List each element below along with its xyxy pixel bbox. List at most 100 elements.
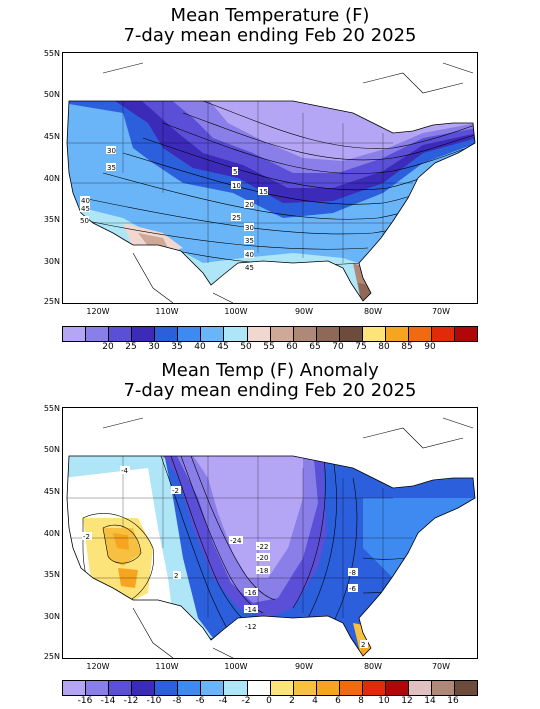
colorbar-swatch (224, 327, 248, 341)
top-canada-coast (102, 62, 474, 94)
bottom-lat-label: 40N (43, 529, 60, 538)
temperature-anomaly-panel: Mean Temp (F) Anomaly 7-day mean ending … (0, 355, 540, 709)
top-lon-label: 70W (431, 307, 451, 316)
top-map-svg: 30 35 40 45 50 5 10 15 20 25 30 35 40 45 (66, 62, 476, 303)
colorbar-swatch (385, 681, 409, 695)
colorbar-swatch (132, 681, 156, 695)
contour-label: 50 (80, 217, 89, 225)
contour-label: 30 (245, 224, 254, 232)
bottom-lon-label: 90W (294, 662, 314, 671)
colorbar-label: -12 (123, 696, 139, 706)
bottom-title-line2: 7-day mean ending Feb 20 2025 (123, 380, 417, 401)
colorbar-swatch (86, 327, 110, 341)
colorbar-swatch (455, 681, 478, 695)
colorbar-swatch (432, 681, 456, 695)
colorbar-label: 70 (332, 342, 344, 352)
colorbar-label: 85 (401, 342, 413, 352)
colorbar-swatch (201, 681, 225, 695)
bottom-lat-label: 50N (43, 445, 60, 454)
colorbar-label: -8 (172, 696, 182, 706)
colorbar-label: 75 (355, 342, 367, 352)
colorbar-swatch (201, 327, 225, 341)
colorbar-label: 20 (102, 342, 114, 352)
bottom-lon-label: 110W (155, 662, 179, 671)
colorbar-label: 10 (378, 696, 390, 706)
top-colorbar (62, 326, 478, 342)
bottom-canada-coast (102, 417, 474, 449)
contour-label: -16 (245, 589, 257, 597)
colorbar-label: 8 (358, 696, 364, 706)
top-lon-label: 80W (363, 307, 383, 316)
colorbar-swatch (316, 681, 340, 695)
colorbar-label: 60 (286, 342, 298, 352)
top-lat-label: 40N (43, 174, 60, 183)
colorbar-label: -16 (77, 696, 93, 706)
contour-label: -22 (257, 543, 268, 551)
top-lon-label: 110W (155, 307, 179, 316)
colorbar-swatch (247, 327, 271, 341)
colorbar-swatch (270, 681, 294, 695)
top-colorbar-labels: 20 25 30 35 40 45 50 55 60 65 70 75 80 85 90 (62, 342, 476, 354)
colorbar-swatch (316, 327, 340, 341)
top-lat-label: 25N (43, 297, 60, 306)
colorbar-swatch (362, 327, 386, 341)
mean-temperature-panel: Mean Temperature (F) 7-day mean ending F… (43, 5, 478, 354)
contour-label: -2 (83, 533, 90, 541)
colorbar-swatch (408, 681, 432, 695)
contour-label: -6 (349, 585, 357, 593)
bottom-colorbar-labels: -16 -14 -12 -10 -8 -6 -4 -2 0 2 4 6 8 10 12 14 16 (62, 696, 476, 708)
bottom-lat-label: 35N (43, 570, 60, 579)
colorbar-label: 45 (217, 342, 229, 352)
colorbar-label: 40 (194, 342, 206, 352)
top-lat-label: 35N (43, 215, 60, 224)
colorbar-label: -14 (100, 696, 116, 706)
colorbar-label: 12 (401, 696, 413, 706)
top-lon-label: 90W (294, 307, 314, 316)
top-contour-labels: 30 35 40 45 50 5 10 15 20 25 30 35 40 45 (79, 146, 268, 272)
bottom-lat-label: 45N (43, 487, 60, 496)
top-us-outline (66, 100, 476, 302)
bottom-lon-label: 80W (363, 662, 383, 671)
colorbar-swatch (155, 681, 179, 695)
colorbar-swatch (63, 681, 87, 695)
contour-label: 15 (259, 188, 268, 196)
contour-label: 40 (81, 197, 90, 205)
colorbar-swatch (178, 327, 202, 341)
colorbar-swatch (293, 681, 317, 695)
colorbar-label: -6 (195, 696, 205, 706)
colorbar-swatch (432, 327, 456, 341)
contour-label: -24 (230, 537, 242, 545)
contour-label: 45 (81, 205, 90, 213)
colorbar-label: -10 (146, 696, 162, 706)
bottom-map-svg: -4 -2 -2 2 -24 -22 -20 -18 -16 -14 -12 -… (66, 417, 476, 658)
contour-label: 45 (245, 264, 254, 272)
colorbar-label: 0 (266, 696, 272, 706)
bottom-lat-label: 30N (43, 612, 60, 621)
top-title-line1: Mean Temperature (F) (170, 5, 370, 26)
top-title-line2: 7-day mean ending Feb 20 2025 (123, 25, 417, 46)
colorbar-swatch (385, 327, 409, 341)
contour-label: -8 (349, 569, 356, 577)
contour-label: 10 (232, 182, 241, 190)
contour-label: 25 (232, 214, 241, 222)
colorbar-swatch (455, 327, 478, 341)
colorbar-label: 14 (424, 696, 436, 706)
colorbar-swatch (362, 681, 386, 695)
colorbar-swatch (63, 327, 87, 341)
colorbar-swatch (339, 681, 363, 695)
bottom-mexico-coast (132, 607, 234, 658)
contour-label: -12 (245, 623, 256, 631)
colorbar-swatch (109, 681, 133, 695)
contour-label: 35 (245, 237, 254, 245)
contour-label: 40 (245, 251, 254, 259)
colorbar-swatch (132, 327, 156, 341)
colorbar-swatch (155, 327, 179, 341)
colorbar-label: 4 (312, 696, 318, 706)
colorbar-label: 55 (263, 342, 275, 352)
colorbar-label: 65 (309, 342, 321, 352)
bottom-contour-labels: -4 -2 -2 2 -24 -22 -20 -18 -16 -14 -12 -… (82, 466, 368, 649)
top-mexico-coast (132, 252, 234, 303)
contour-label: 20 (245, 201, 254, 209)
colorbar-swatch (339, 327, 363, 341)
bottom-lon-label: 120W (86, 662, 110, 671)
